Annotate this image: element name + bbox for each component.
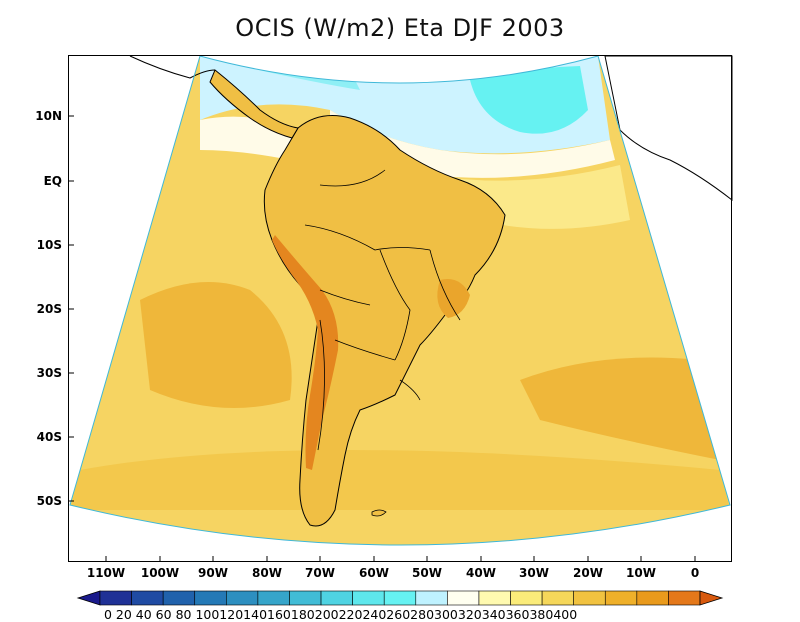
lon-label-40w: 40W [466, 566, 496, 580]
lat-label-50s: 50S [36, 494, 62, 508]
map-frame [68, 55, 732, 562]
central-america-land [209, 69, 299, 139]
andes-ridge [272, 235, 339, 470]
lat-label-40s: 40S [36, 430, 62, 444]
lat-label-20s: 20S [36, 302, 62, 316]
axis-ticks [68, 115, 74, 502]
lon-label-80w: 80W [252, 566, 282, 580]
colorbar-arrow-low [76, 590, 101, 606]
colorbar-swatch [131, 590, 164, 606]
colorbar-swatch [320, 590, 353, 606]
colorbar-swatch [604, 590, 638, 606]
lon-label-60w: 60W [359, 566, 389, 580]
colorbar-labels: 0 20 40 60 80 10012014016018020022024026… [104, 607, 578, 622]
lon-label-90w: 90W [198, 566, 228, 580]
colorbar-swatch [415, 590, 448, 606]
x-axis-ticks [105, 556, 696, 562]
falkland-islands [371, 509, 387, 517]
domain-boundary [69, 55, 731, 546]
country-borders [304, 169, 461, 451]
colorbar-swatch [447, 590, 480, 606]
colorbar-swatch [510, 590, 543, 606]
colorbar-swatch [636, 590, 669, 606]
lon-label-110w: 110W [86, 566, 126, 580]
colorbar-swatch [99, 590, 132, 606]
colorbar-swatch [478, 590, 511, 606]
colorbar [76, 590, 724, 606]
colorbar-swatch [668, 590, 701, 606]
colorbar-arrow-high [699, 590, 724, 606]
pacific-high-zone [140, 282, 292, 408]
colorbar-swatch [226, 590, 259, 606]
colorbar-swatch [194, 590, 227, 606]
colorbar-swatch [352, 590, 385, 606]
colorbar-swatch [573, 590, 606, 606]
min-flux-core [470, 66, 588, 134]
lon-label-10w: 10W [626, 566, 656, 580]
map-title: OCIS (W/m2) Eta DJF 2003 [235, 14, 565, 42]
lon-label-30w: 30W [519, 566, 549, 580]
lat-label-10n: 10N [35, 109, 62, 123]
colorbar-swatch [289, 590, 322, 606]
africa-land [604, 55, 733, 202]
lon-label-100w: 100W [140, 566, 180, 580]
colorbar-swatch [257, 590, 290, 606]
atlantic-high-zone [520, 357, 720, 460]
colorbar-swatch [541, 590, 574, 606]
lat-label-eq: EQ [43, 174, 62, 188]
southern-band [70, 450, 730, 510]
lat-label-30s: 30S [36, 366, 62, 380]
colorbar-swatch [162, 590, 196, 606]
lat-label-10s: 10S [36, 238, 62, 252]
lon-label-50w: 50W [412, 566, 442, 580]
colorbar-swatch [383, 590, 417, 606]
lon-label-70w: 70W [305, 566, 335, 580]
north-america-coast [129, 55, 216, 79]
lon-label-0: 0 [690, 566, 700, 580]
brazil-interior [437, 279, 470, 318]
lon-label-20w: 20W [573, 566, 603, 580]
